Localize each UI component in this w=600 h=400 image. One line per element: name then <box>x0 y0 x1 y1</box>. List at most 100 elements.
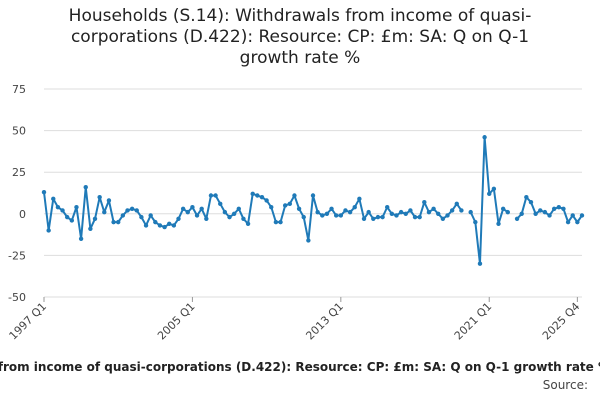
data-point[interactable] <box>491 186 497 192</box>
data-point[interactable] <box>148 213 153 218</box>
data-point[interactable] <box>60 208 65 213</box>
data-point[interactable] <box>482 135 487 140</box>
data-point[interactable] <box>278 219 283 225</box>
data-point[interactable] <box>301 214 306 220</box>
data-point[interactable] <box>106 198 112 203</box>
data-point[interactable] <box>505 209 510 215</box>
data-point[interactable] <box>422 199 427 205</box>
data-point[interactable] <box>51 196 56 202</box>
data-point[interactable] <box>403 211 408 216</box>
data-point[interactable] <box>143 223 149 228</box>
data-point[interactable] <box>231 211 237 216</box>
data-point[interactable] <box>565 219 571 225</box>
data-point[interactable] <box>454 201 459 207</box>
data-point[interactable] <box>459 208 464 213</box>
data-point[interactable] <box>236 206 241 212</box>
data-point[interactable] <box>371 216 376 221</box>
data-point[interactable] <box>162 224 167 230</box>
data-point[interactable] <box>153 219 158 225</box>
data-point[interactable] <box>366 209 371 215</box>
data-point[interactable] <box>83 184 88 190</box>
data-point[interactable] <box>97 194 102 200</box>
data-point[interactable] <box>375 214 381 220</box>
data-point[interactable] <box>556 204 562 210</box>
data-point[interactable] <box>575 219 580 225</box>
data-point[interactable] <box>357 196 362 202</box>
data-point[interactable] <box>551 206 557 212</box>
data-point[interactable] <box>528 199 534 205</box>
data-point[interactable] <box>250 191 255 197</box>
data-point[interactable] <box>259 194 265 200</box>
data-point[interactable] <box>134 208 139 213</box>
data-point[interactable] <box>570 213 575 218</box>
data-point[interactable] <box>204 216 209 221</box>
data-point[interactable] <box>315 209 320 215</box>
data-point[interactable] <box>347 209 353 215</box>
data-point[interactable] <box>514 216 520 221</box>
data-point[interactable] <box>343 208 348 213</box>
data-point[interactable] <box>129 206 135 212</box>
data-point[interactable] <box>449 208 455 213</box>
data-point[interactable] <box>264 198 269 203</box>
data-point[interactable] <box>333 213 339 218</box>
data-point[interactable] <box>385 204 390 210</box>
data-point[interactable] <box>120 213 126 218</box>
data-point[interactable] <box>547 213 552 218</box>
data-point[interactable] <box>227 214 232 220</box>
data-point[interactable] <box>241 216 246 221</box>
data-point[interactable] <box>46 228 51 233</box>
data-point[interactable] <box>218 201 223 207</box>
data-point[interactable] <box>255 193 260 198</box>
data-point[interactable] <box>500 206 506 212</box>
data-point[interactable] <box>157 223 163 228</box>
data-point[interactable] <box>412 214 418 220</box>
data-point[interactable] <box>296 206 302 212</box>
data-point[interactable] <box>310 193 316 198</box>
data-point[interactable] <box>496 221 501 226</box>
data-point[interactable] <box>194 213 200 218</box>
data-point[interactable] <box>306 238 311 243</box>
data-point[interactable] <box>102 209 107 215</box>
data-point[interactable] <box>445 213 450 218</box>
data-point[interactable] <box>92 216 98 221</box>
data-point[interactable] <box>269 204 274 210</box>
data-point[interactable] <box>538 208 543 213</box>
data-point[interactable] <box>213 193 218 198</box>
data-point[interactable] <box>487 191 492 197</box>
data-point[interactable] <box>222 209 228 215</box>
data-point[interactable] <box>436 211 441 216</box>
data-point[interactable] <box>180 206 186 212</box>
data-point[interactable] <box>380 214 385 220</box>
data-point[interactable] <box>533 211 538 216</box>
data-point[interactable] <box>542 209 548 215</box>
data-point[interactable] <box>116 219 121 225</box>
data-point[interactable] <box>41 189 47 195</box>
data-point[interactable] <box>176 216 181 221</box>
data-point[interactable] <box>477 261 483 266</box>
data-point[interactable] <box>273 219 279 225</box>
data-point[interactable] <box>320 213 325 218</box>
data-point[interactable] <box>329 206 334 212</box>
data-point[interactable] <box>338 213 344 218</box>
data-point[interactable] <box>524 194 529 200</box>
data-point[interactable] <box>282 203 288 208</box>
data-point[interactable] <box>426 209 432 215</box>
data-point[interactable] <box>125 208 130 213</box>
data-point[interactable] <box>190 204 195 210</box>
data-point[interactable] <box>88 226 93 231</box>
data-point[interactable] <box>361 216 367 221</box>
data-point[interactable] <box>417 214 422 220</box>
data-point[interactable] <box>199 206 204 212</box>
data-point[interactable] <box>468 209 473 215</box>
data-point[interactable] <box>245 221 251 226</box>
data-point[interactable] <box>440 216 446 221</box>
data-point[interactable] <box>408 208 413 213</box>
data-point[interactable] <box>55 204 61 210</box>
data-point[interactable] <box>292 193 297 198</box>
data-point[interactable] <box>167 221 172 226</box>
data-point[interactable] <box>398 209 404 215</box>
data-point[interactable] <box>74 204 79 210</box>
data-point[interactable] <box>389 211 395 216</box>
data-point[interactable] <box>171 223 177 228</box>
data-point[interactable] <box>352 204 357 210</box>
